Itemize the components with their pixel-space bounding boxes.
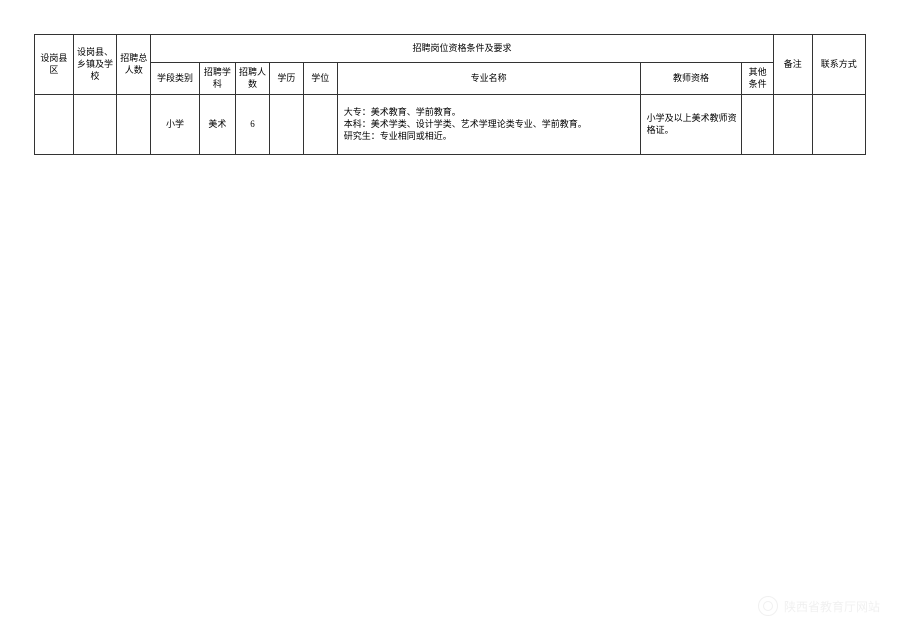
cell-degree: [303, 95, 337, 155]
table-row: 小学 美术 6 大专：美术教育、学前教育。本科：美术学类、设计学类、艺术学理论类…: [35, 95, 866, 155]
cell-remark: [773, 95, 812, 155]
cell-teacher-cert: 小学及以上美术教师资格证。: [640, 95, 742, 155]
cell-other: [742, 95, 774, 155]
cell-county: [35, 95, 74, 155]
cell-major: 大专：美术教育、学前教育。本科：美术学类、设计学类、艺术学理论类专业、学前教育。…: [337, 95, 640, 155]
cell-count: 6: [236, 95, 270, 155]
col-group-requirements: 招聘岗位资格条件及要求: [151, 35, 774, 63]
watermark-icon: [758, 596, 778, 616]
col-teacher-cert: 教师资格: [640, 63, 742, 95]
col-education: 学历: [269, 63, 303, 95]
cell-education: [269, 95, 303, 155]
col-county: 设岗县区: [35, 35, 74, 95]
recruitment-table: 设岗县区 设岗县、乡镇及学校 招聘总人数 招聘岗位资格条件及要求 备注 联系方式…: [34, 34, 866, 155]
table-header-row-2: 学段类别 招聘学科 招聘人数 学历 学位 专业名称 教师资格 其他条件: [35, 63, 866, 95]
watermark: 陕西省教育厅网站: [758, 596, 880, 616]
col-degree: 学位: [303, 63, 337, 95]
col-major: 专业名称: [337, 63, 640, 95]
cell-stage-type: 小学: [151, 95, 199, 155]
watermark-text: 陕西省教育厅网站: [784, 598, 880, 615]
col-township-school: 设岗县、乡镇及学校: [73, 35, 117, 95]
col-remark: 备注: [773, 35, 812, 95]
col-subject: 招聘学科: [199, 63, 235, 95]
cell-contact: [812, 95, 865, 155]
col-contact: 联系方式: [812, 35, 865, 95]
cell-subject: 美术: [199, 95, 235, 155]
cell-total-count: [117, 95, 151, 155]
col-stage-type: 学段类别: [151, 63, 199, 95]
cell-township-school: [73, 95, 117, 155]
col-other: 其他条件: [742, 63, 774, 95]
col-count: 招聘人数: [236, 63, 270, 95]
col-total-count: 招聘总人数: [117, 35, 151, 95]
table-container: 设岗县区 设岗县、乡镇及学校 招聘总人数 招聘岗位资格条件及要求 备注 联系方式…: [0, 0, 900, 155]
table-header-row-1: 设岗县区 设岗县、乡镇及学校 招聘总人数 招聘岗位资格条件及要求 备注 联系方式: [35, 35, 866, 63]
